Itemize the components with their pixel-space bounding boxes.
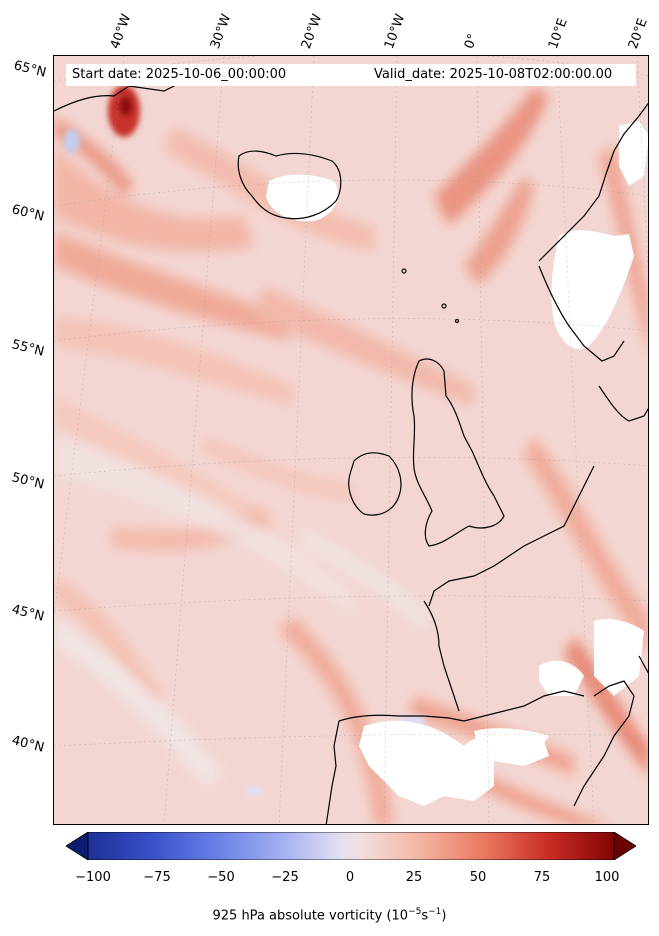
cb-tick-neg25: −25 xyxy=(271,870,299,885)
lon-label-20w: 20°W xyxy=(298,12,326,51)
colorbar-gradient xyxy=(87,831,615,861)
lat-label-55n: 55°N xyxy=(10,337,46,360)
cb-tick-neg100: −100 xyxy=(75,870,111,885)
lon-label-40w: 40°W xyxy=(107,12,135,51)
lon-label-20e: 20°E xyxy=(625,16,651,51)
lon-label-10w: 10°W xyxy=(381,12,409,51)
lat-label-45n: 45°N xyxy=(10,602,46,625)
colorbar-label-exp1: −5 xyxy=(408,907,422,917)
masked-terrain xyxy=(266,121,648,806)
lat-label-40n: 40°N xyxy=(10,733,46,756)
graticule xyxy=(54,56,648,824)
cb-tick-0: 0 xyxy=(345,870,355,885)
header-background xyxy=(66,64,636,86)
lat-label-65n: 65°N xyxy=(12,58,48,81)
colorbar-label-close: ) xyxy=(441,908,447,924)
colorbar-label-unit: s xyxy=(421,908,429,924)
cb-tick-neg50: −50 xyxy=(207,870,235,885)
greenland-vorticity-max xyxy=(64,85,140,153)
colorbar-svg xyxy=(65,831,637,861)
valid-date-label: Valid_date: 2025-10-08T02:00:00.00 xyxy=(374,67,613,82)
colorbar-extend-max xyxy=(613,831,637,861)
cb-tick-50: 50 xyxy=(469,870,487,885)
map-canvas xyxy=(54,56,648,824)
cb-tick-100: 100 xyxy=(594,870,620,885)
lat-label-60n: 60°N xyxy=(10,202,46,225)
neutral-field xyxy=(54,436,434,786)
colorbar-extend-min xyxy=(65,831,89,861)
cb-tick-neg75: −75 xyxy=(143,870,171,885)
vorticity-map xyxy=(53,55,649,825)
lon-label-10e: 10°E xyxy=(545,16,571,51)
cb-tick-25: 25 xyxy=(405,870,423,885)
colorbar-label: 925 hPa absolute vorticity (10−5s−1) xyxy=(0,907,659,923)
coastlines xyxy=(54,75,648,824)
lat-label-50n: 50°N xyxy=(10,470,46,493)
cb-tick-75: 75 xyxy=(533,870,551,885)
colorbar-label-text: 925 hPa absolute vorticity (10 xyxy=(212,908,409,924)
colorbar-label-exp2: −1 xyxy=(428,907,442,917)
colorbar xyxy=(65,831,637,861)
lon-label-0: 0° xyxy=(461,31,482,51)
lon-label-30w: 30°W xyxy=(207,12,235,51)
start-date-label: Start date: 2025-10-06_00:00:00 xyxy=(72,67,287,82)
